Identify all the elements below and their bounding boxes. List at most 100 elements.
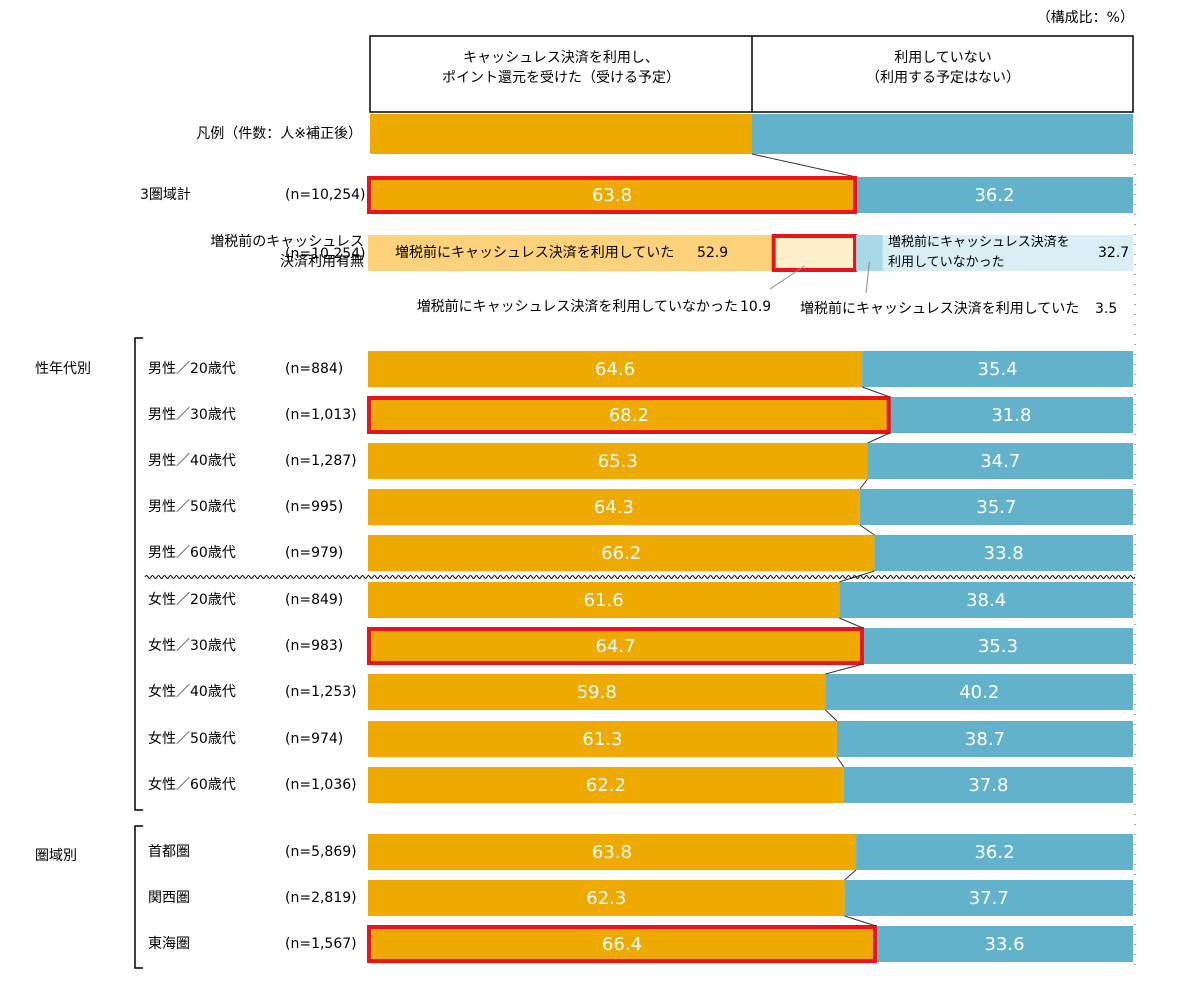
highlight-box <box>367 627 864 665</box>
bar-segment <box>882 235 1133 271</box>
n-label: (n=5,869) <box>285 844 357 860</box>
n-label: (n=849) <box>285 592 343 608</box>
bar-segment <box>844 880 1133 916</box>
value-label: 68.2 <box>609 405 649 426</box>
legend-swatch <box>752 114 1133 154</box>
connector <box>836 756 845 768</box>
bar-segment <box>368 535 875 571</box>
value-label: 37.7 <box>969 888 1009 909</box>
n-label: (n=10,254) <box>285 187 366 203</box>
n-label: (n=1,287) <box>285 453 357 469</box>
bar-segment <box>825 674 1133 710</box>
leader-line <box>865 261 870 294</box>
value-label: 35.3 <box>978 636 1018 657</box>
value-label: 36.2 <box>974 185 1014 206</box>
highlight-box <box>367 176 858 214</box>
value-label: 66.2 <box>601 543 641 564</box>
bar-segment <box>874 535 1133 571</box>
bar-segment <box>368 351 863 387</box>
bar-segment <box>368 834 857 870</box>
n-label: (n=10,254) <box>285 246 366 262</box>
value-label: 33.6 <box>984 934 1024 955</box>
row-label: 男性／40歳代 <box>148 453 236 469</box>
segment-name: 増税前にキャッシュレス決済を 利用していなかった <box>888 235 1070 270</box>
bar-segment <box>839 582 1133 618</box>
connector <box>825 663 864 675</box>
row-label: 女性／20歳代 <box>148 591 236 608</box>
bar-segment <box>368 177 857 213</box>
bar-segment <box>889 397 1133 433</box>
row-label: 男性／30歳代 <box>148 407 236 423</box>
row-label: 男性／50歳代 <box>148 499 236 515</box>
group-label: 性年代別 <box>35 361 91 377</box>
value-label: 64.7 <box>595 636 635 657</box>
breakdown-label: 増税前のキャッシュレス 決済利用有無 <box>210 234 364 271</box>
bar-segment <box>368 397 890 433</box>
bar-segment <box>836 721 1133 757</box>
value-label: 31.8 <box>991 405 1031 426</box>
n-label: (n=1,253) <box>285 684 357 700</box>
bar-segment <box>862 351 1133 387</box>
row-label: 東海圏 <box>148 936 190 952</box>
highlight-box <box>771 234 858 272</box>
value-label: 63.8 <box>592 842 632 863</box>
legend-entry: 利用していない （利用する予定はない） <box>866 50 1020 87</box>
connector <box>825 709 838 722</box>
bar-segment <box>368 721 837 757</box>
row-label: 女性／50歳代 <box>148 730 236 747</box>
row-label: 女性／30歳代 <box>148 637 236 654</box>
value-label: 35.4 <box>978 359 1018 380</box>
highlight-box <box>367 925 877 963</box>
segment-value: 52.9 <box>697 245 728 261</box>
unit-note: （構成比：%） <box>1036 10 1134 26</box>
bar-segment <box>368 674 826 710</box>
row-label: 女性／40歳代 <box>148 683 236 700</box>
bar-segment <box>856 177 1133 213</box>
bar-segment <box>368 880 845 916</box>
n-label: (n=1,013) <box>285 407 357 423</box>
group-label: 圏域別 <box>35 848 77 864</box>
bar-segment <box>859 489 1133 525</box>
value-label: 38.4 <box>966 590 1006 611</box>
row-label: 男性／60歳代 <box>148 545 236 561</box>
value-label: 34.7 <box>980 451 1020 472</box>
n-label: (n=979) <box>285 545 343 561</box>
bar-segment <box>772 235 857 271</box>
n-label: (n=884) <box>285 361 343 377</box>
segment-name: 増税前にキャッシュレス決済を利用していなかった <box>417 298 738 315</box>
segment-value: 10.9 <box>740 299 771 315</box>
leader-line <box>769 265 805 290</box>
value-label: 36.2 <box>974 842 1014 863</box>
wavy-divider <box>144 575 1136 579</box>
value-label: 61.3 <box>582 729 622 750</box>
row-label: 首都圏 <box>148 844 190 860</box>
bar-segment <box>368 628 863 664</box>
value-label: 40.2 <box>959 682 999 703</box>
bar-segment <box>368 489 860 525</box>
value-label: 61.6 <box>584 590 624 611</box>
highlight-box <box>367 396 891 434</box>
segment-name: 増税前にキャッシュレス決済を利用していた <box>800 300 1079 317</box>
bar-segment <box>875 926 1133 962</box>
connector <box>859 478 868 490</box>
n-label: (n=1,036) <box>285 777 357 793</box>
bar-segment <box>368 235 773 271</box>
segment-name: 増税前にキャッシュレス決済を利用していた <box>395 244 674 261</box>
row-label: 3圏域計 <box>140 187 191 203</box>
row-label: 女性／60歳代 <box>148 776 236 793</box>
value-label: 66.4 <box>602 934 642 955</box>
value-label: 33.8 <box>984 543 1024 564</box>
connector <box>867 432 890 444</box>
value-label: 63.8 <box>592 185 632 206</box>
bar-segment <box>862 628 1133 664</box>
value-label: 65.3 <box>598 451 638 472</box>
value-label: 59.8 <box>577 682 617 703</box>
n-label: (n=995) <box>285 499 343 515</box>
value-label: 35.7 <box>976 497 1016 518</box>
connector <box>844 915 877 927</box>
connector <box>839 570 875 583</box>
n-label: (n=983) <box>285 638 343 654</box>
segment-value: 3.5 <box>1095 301 1117 317</box>
